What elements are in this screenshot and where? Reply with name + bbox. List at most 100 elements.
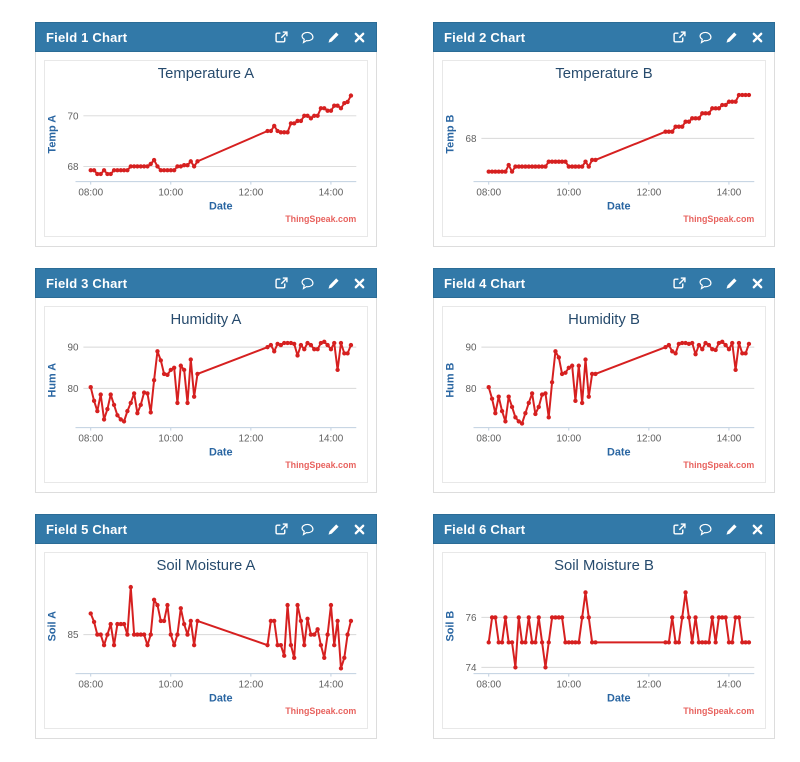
close-icon[interactable] xyxy=(353,31,366,44)
chart-soil-moisture-a: Soil Moisture A Soil A 85 08:00 10:00 12:00 14… xyxy=(47,558,357,716)
panel-body: Temperature B Temp B 68 08:00 10:00 12:00 14:0… xyxy=(433,52,775,247)
edit-icon[interactable] xyxy=(725,277,738,290)
close-icon[interactable] xyxy=(353,277,366,290)
svg-text:Date: Date xyxy=(607,446,631,458)
svg-text:Soil A: Soil A xyxy=(47,611,59,642)
external-link-icon[interactable] xyxy=(275,276,288,290)
svg-text:Soil Moisture B: Soil Moisture B xyxy=(554,558,654,574)
panel-body: Humidity B Hum B 80 90 08:00 10:00 12:00 14:00 D… xyxy=(433,298,775,493)
comment-icon[interactable] xyxy=(699,277,712,290)
comment-icon[interactable] xyxy=(301,31,314,44)
svg-text:14:00: 14:00 xyxy=(717,679,742,690)
svg-text:ThingSpeak.com: ThingSpeak.com xyxy=(285,706,356,716)
external-link-icon[interactable] xyxy=(673,276,686,290)
svg-text:ThingSpeak.com: ThingSpeak.com xyxy=(683,706,754,716)
panel-header: Field 5 Chart xyxy=(35,514,377,544)
close-icon[interactable] xyxy=(353,523,366,536)
svg-text:Date: Date xyxy=(209,692,233,704)
edit-icon[interactable] xyxy=(725,31,738,44)
panel-actions xyxy=(275,276,366,290)
svg-text:Date: Date xyxy=(607,200,631,212)
panel-actions xyxy=(673,522,764,536)
svg-text:ThingSpeak.com: ThingSpeak.com xyxy=(285,460,356,470)
svg-text:10:00: 10:00 xyxy=(158,187,183,198)
svg-text:Temp A: Temp A xyxy=(47,115,59,154)
svg-text:08:00: 08:00 xyxy=(78,433,103,444)
svg-text:ThingSpeak.com: ThingSpeak.com xyxy=(285,214,356,224)
svg-text:Hum B: Hum B xyxy=(445,363,457,398)
panel-title: Field 3 Chart xyxy=(46,275,128,291)
svg-text:Date: Date xyxy=(607,692,631,704)
svg-text:14:00: 14:00 xyxy=(717,187,742,198)
panel-header: Field 3 Chart xyxy=(35,268,377,298)
svg-text:74: 74 xyxy=(465,663,476,674)
svg-text:10:00: 10:00 xyxy=(556,187,581,198)
edit-icon[interactable] xyxy=(327,277,340,290)
svg-text:68: 68 xyxy=(465,134,476,145)
svg-text:10:00: 10:00 xyxy=(556,679,581,690)
chart-humidity-b: Humidity B Hum B 80 90 08:00 10:00 12:00 14:00 D… xyxy=(445,312,755,470)
panel-title: Field 1 Chart xyxy=(46,29,128,45)
svg-text:Hum A: Hum A xyxy=(47,363,59,398)
svg-text:85: 85 xyxy=(67,630,78,641)
svg-text:14:00: 14:00 xyxy=(319,679,344,690)
svg-text:12:00: 12:00 xyxy=(238,187,263,198)
svg-text:Humidity A: Humidity A xyxy=(171,312,242,328)
comment-icon[interactable] xyxy=(699,523,712,536)
edit-icon[interactable] xyxy=(725,523,738,536)
external-link-icon[interactable] xyxy=(673,522,686,536)
panel-body: Humidity A Hum A 80 90 08:00 10:00 12:00 14:00 D… xyxy=(35,298,377,493)
field-1-chart-panel: Field 1 Chart Temperature A Temp A 68 70 08:… xyxy=(35,22,377,247)
chart-soil-moisture-b: Soil Moisture B Soil B 74 76 08:00 10:00 12:00… xyxy=(445,558,755,716)
close-icon[interactable] xyxy=(751,31,764,44)
panel-title: Field 2 Chart xyxy=(444,29,526,45)
svg-text:12:00: 12:00 xyxy=(238,433,263,444)
comment-icon[interactable] xyxy=(301,523,314,536)
svg-text:76: 76 xyxy=(465,613,476,624)
panel-header: Field 2 Chart xyxy=(433,22,775,52)
chart-frame: Humidity A Hum A 80 90 08:00 10:00 12:00 14:00 D… xyxy=(44,306,368,483)
svg-text:Soil Moisture A: Soil Moisture A xyxy=(157,558,256,574)
svg-text:Temperature A: Temperature A xyxy=(158,66,255,82)
edit-icon[interactable] xyxy=(327,31,340,44)
external-link-icon[interactable] xyxy=(275,522,288,536)
chart-frame: Temperature A Temp A 68 70 08:00 10:00 12:00 14… xyxy=(44,60,368,237)
svg-text:Humidity B: Humidity B xyxy=(568,312,640,328)
svg-text:80: 80 xyxy=(67,384,78,395)
external-link-icon[interactable] xyxy=(673,30,686,44)
close-icon[interactable] xyxy=(751,523,764,536)
panel-header: Field 4 Chart xyxy=(433,268,775,298)
panel-body: Temperature A Temp A 68 70 08:00 10:00 12:00 14… xyxy=(35,52,377,247)
svg-text:14:00: 14:00 xyxy=(717,433,742,444)
chart-frame: Temperature B Temp B 68 08:00 10:00 12:00 14:0… xyxy=(442,60,766,237)
panel-actions xyxy=(673,30,764,44)
comment-icon[interactable] xyxy=(301,277,314,290)
svg-text:12:00: 12:00 xyxy=(238,679,263,690)
svg-text:10:00: 10:00 xyxy=(158,433,183,444)
chart-humidity-a: Humidity A Hum A 80 90 08:00 10:00 12:00 14:00 D… xyxy=(47,312,357,470)
chart-temperature-b: Temperature B Temp B 68 08:00 10:00 12:00 14:0… xyxy=(445,66,755,224)
svg-text:68: 68 xyxy=(67,162,78,173)
panel-actions xyxy=(673,276,764,290)
field-2-chart-panel: Field 2 Chart Temperature B Temp B 68 08:00… xyxy=(433,22,775,247)
svg-text:12:00: 12:00 xyxy=(636,433,661,444)
edit-icon[interactable] xyxy=(327,523,340,536)
panel-actions xyxy=(275,30,366,44)
svg-text:90: 90 xyxy=(465,343,476,354)
chart-frame: Humidity B Hum B 80 90 08:00 10:00 12:00 14:00 D… xyxy=(442,306,766,483)
panel-title: Field 5 Chart xyxy=(46,521,128,537)
panel-body: Soil Moisture A Soil A 85 08:00 10:00 12:00 14… xyxy=(35,544,377,739)
svg-text:12:00: 12:00 xyxy=(636,679,661,690)
svg-text:08:00: 08:00 xyxy=(476,433,501,444)
svg-text:10:00: 10:00 xyxy=(556,433,581,444)
svg-text:Date: Date xyxy=(209,200,233,212)
close-icon[interactable] xyxy=(751,277,764,290)
svg-text:Temp B: Temp B xyxy=(445,114,457,153)
field-5-chart-panel: Field 5 Chart Soil Moisture A Soil A 85 08:… xyxy=(35,514,377,739)
svg-text:12:00: 12:00 xyxy=(636,187,661,198)
svg-text:08:00: 08:00 xyxy=(476,679,501,690)
comment-icon[interactable] xyxy=(699,31,712,44)
svg-text:14:00: 14:00 xyxy=(319,187,344,198)
external-link-icon[interactable] xyxy=(275,30,288,44)
field-4-chart-panel: Field 4 Chart Humidity B Hum B 80 90 08:00 10… xyxy=(433,268,775,493)
